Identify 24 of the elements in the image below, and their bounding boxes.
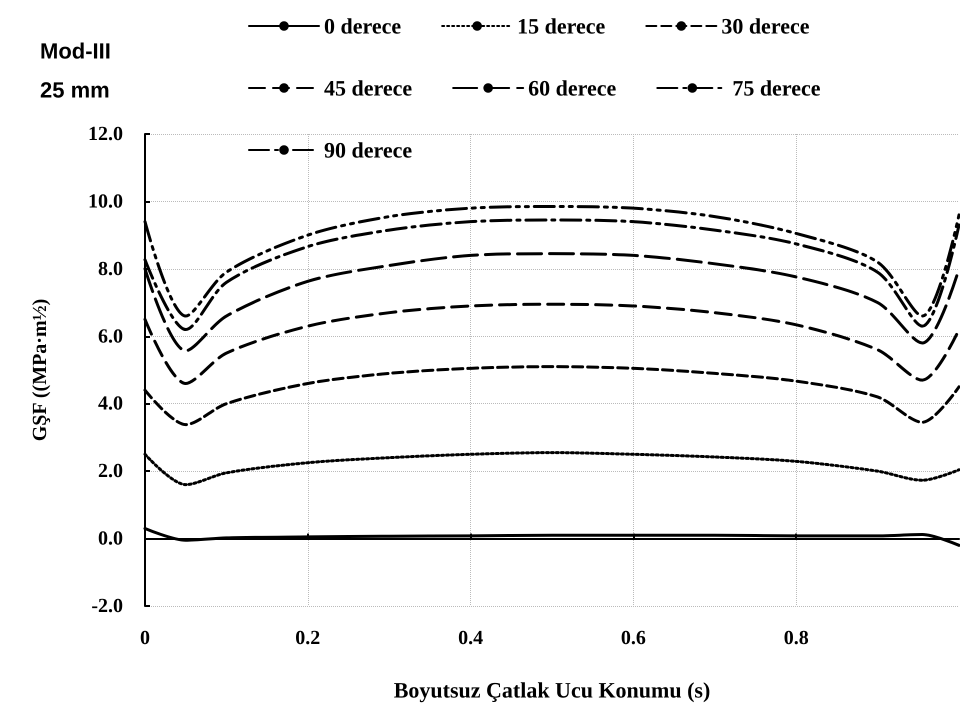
y-tick-label: 8.0 bbox=[98, 258, 123, 280]
y-tick-label: 4.0 bbox=[98, 392, 123, 415]
y-tick-label: 10.0 bbox=[88, 190, 123, 212]
legend-label: 90 derece bbox=[324, 138, 412, 162]
x-tick-label: 0.2 bbox=[295, 627, 320, 649]
x-tick-label: 0.6 bbox=[620, 627, 646, 649]
y-tick-label: 2.0 bbox=[98, 460, 123, 482]
chart-title: Mod-III bbox=[40, 38, 111, 64]
y-tick-label: -2.0 bbox=[91, 595, 123, 617]
legend-label: 60 derece bbox=[528, 76, 617, 100]
x-tick-label: 0.8 bbox=[784, 627, 809, 649]
y-tick-label: 0.0 bbox=[98, 528, 123, 550]
chart-subtitle: 25 mm bbox=[40, 78, 110, 102]
legend-label: 75 derece bbox=[732, 76, 821, 100]
legend-label: 0 derece bbox=[324, 14, 402, 38]
y-axis-title: GŞF ((MPa·m½) bbox=[29, 298, 51, 442]
legend-label: 30 derece bbox=[721, 14, 810, 38]
x-tick-label: 0 bbox=[140, 627, 150, 649]
legend-label: 15 derece bbox=[517, 14, 606, 38]
x-tick-label: 0.4 bbox=[458, 627, 484, 649]
y-tick-label: 12.0 bbox=[88, 123, 123, 145]
y-tick-label: 6.0 bbox=[98, 325, 123, 348]
legend-label: 45 derece bbox=[324, 76, 412, 100]
x-axis-title: Boyutsuz Çatlak Ucu Konumu (s) bbox=[394, 678, 710, 702]
